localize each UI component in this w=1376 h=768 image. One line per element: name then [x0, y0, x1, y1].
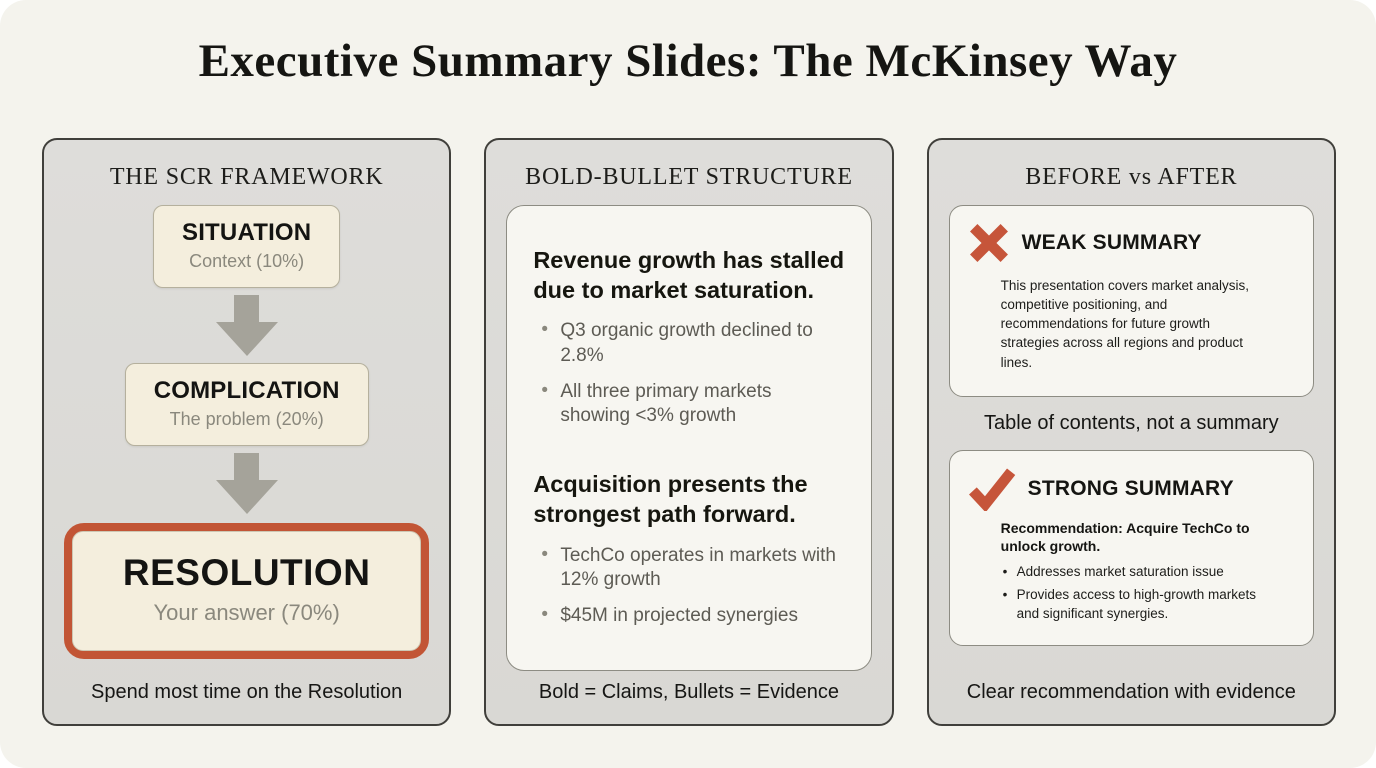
strong-summary-lead: Recommendation: Acquire TechCo to unlock…	[1000, 519, 1250, 554]
scr-panel-header: THE SCR FRAMEWORK	[109, 164, 384, 190]
strong-bullet-item: Provides access to high-growth markets a…	[1001, 586, 1269, 622]
arrow-head	[215, 322, 278, 356]
strong-summary-title: STRONG SUMMARY	[1027, 476, 1234, 500]
scr-flow-diagram: SITUATION Context (10%) COMPLICATION The…	[64, 205, 430, 659]
strong-summary-card: STRONG SUMMARY Recommendation: Acquire T…	[948, 449, 1314, 646]
x-mark-icon	[968, 222, 1010, 264]
before-after-panel: BEFORE vs AFTER WEAK SUMMARY This presen…	[926, 138, 1336, 726]
evidence-item: All three primary markets showing <3% gr…	[533, 379, 844, 429]
claim-group: Acquisition presents the strongest path …	[533, 470, 844, 628]
arrow-shaft	[234, 295, 260, 322]
weak-summary-title: WEAK SUMMARY	[1021, 231, 1202, 254]
weak-summary-body: This presentation covers market analysis…	[1000, 278, 1250, 370]
evidence-item: $45M in projected synergies	[533, 603, 844, 628]
strong-summary-caption: Clear recommendation with evidence	[966, 681, 1296, 703]
panels-row: THE SCR FRAMEWORK SITUATION Context (10%…	[42, 138, 1336, 726]
arrow-shaft	[234, 453, 260, 480]
weak-summary-head: WEAK SUMMARY	[968, 222, 1295, 264]
strong-bullet-item: Addresses market saturation issue	[1001, 563, 1269, 581]
bold-bullet-header: BOLD-BULLET STRUCTURE	[525, 164, 853, 190]
evidence-list: TechCo operates in markets with 12% grow…	[533, 543, 844, 629]
scr-panel-caption: Spend most time on the Resolution	[91, 681, 403, 703]
arrow-head	[215, 480, 278, 514]
check-mark-icon	[968, 467, 1016, 511]
strong-summary-head: STRONG SUMMARY	[968, 467, 1295, 511]
situation-subtitle: Context (10%)	[189, 251, 305, 271]
resolution-box-inner: RESOLUTION Your answer (70%)	[72, 531, 422, 651]
down-arrow-icon	[215, 453, 278, 514]
resolution-box: RESOLUTION Your answer (70%)	[64, 523, 430, 659]
situation-title: SITUATION	[181, 219, 312, 246]
complication-subtitle: The problem (20%)	[169, 409, 324, 429]
scr-framework-panel: THE SCR FRAMEWORK SITUATION Context (10%…	[42, 138, 452, 726]
page-title: Executive Summary Slides: The McKinsey W…	[198, 35, 1178, 87]
evidence-item: TechCo operates in markets with 12% grow…	[533, 543, 844, 593]
bold-bullet-panel: BOLD-BULLET STRUCTURE Revenue growth has…	[484, 138, 894, 726]
evidence-list: Q3 organic growth declined to 2.8% All t…	[533, 318, 844, 429]
bold-bullet-caption: Bold = Claims, Bullets = Evidence	[538, 681, 840, 703]
claim-text: Revenue growth has stalled due to market…	[533, 247, 845, 303]
complication-title: COMPLICATION	[153, 377, 340, 404]
weak-summary-card: WEAK SUMMARY This presentation covers ma…	[948, 205, 1314, 397]
resolution-title: RESOLUTION	[122, 552, 371, 593]
strong-summary-bullets: Addresses market saturation issue Provid…	[1001, 563, 1295, 623]
before-after-header: BEFORE vs AFTER	[1025, 164, 1238, 190]
claim-text: Acquisition presents the strongest path …	[533, 471, 808, 528]
evidence-item: Q3 organic growth declined to 2.8%	[533, 318, 844, 368]
claim-group: Revenue growth has stalled due to market…	[533, 246, 844, 428]
bold-bullet-card: Revenue growth has stalled due to market…	[506, 205, 872, 671]
weak-summary-caption: Table of contents, not a summary	[984, 411, 1279, 434]
situation-box: SITUATION Context (10%)	[152, 205, 341, 288]
down-arrow-icon	[215, 295, 278, 356]
complication-box: COMPLICATION The problem (20%)	[124, 363, 369, 446]
resolution-subtitle: Your answer (70%)	[153, 600, 340, 625]
